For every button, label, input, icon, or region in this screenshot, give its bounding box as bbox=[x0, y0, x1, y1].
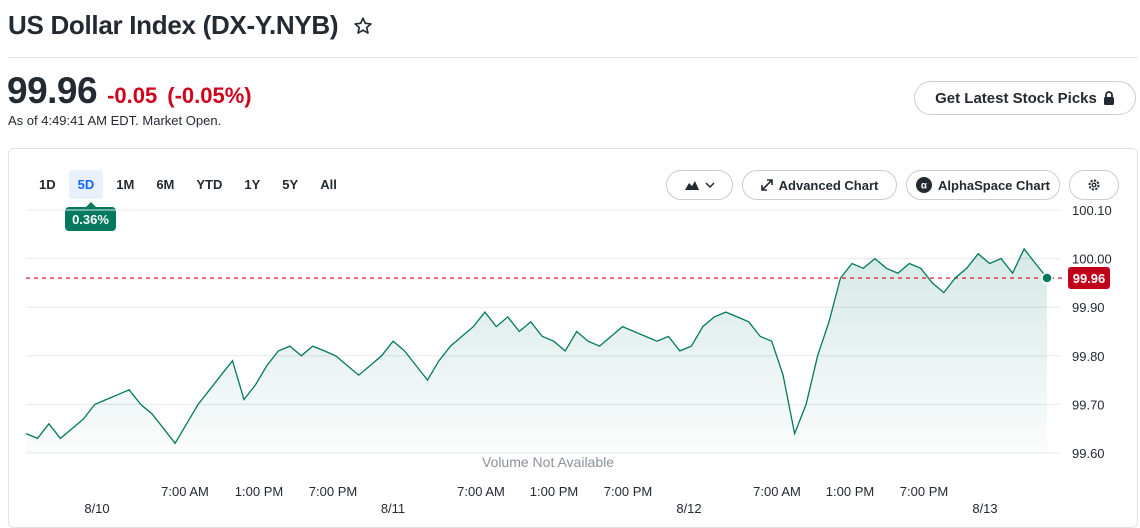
alphaspace-chart-button[interactable]: α AlphaSpace Chart bbox=[906, 170, 1060, 200]
header-divider bbox=[8, 57, 1138, 58]
lock-icon bbox=[1103, 91, 1114, 105]
page-title: US Dollar Index (DX-Y.NYB) bbox=[8, 10, 339, 40]
range-6m[interactable]: 6M bbox=[156, 177, 175, 192]
svg-text:α: α bbox=[921, 181, 928, 192]
price-value: 99.96 bbox=[7, 70, 98, 111]
alphaspace-chart-label: AlphaSpace Chart bbox=[938, 177, 1050, 193]
price-change-percent: (-0.05%) bbox=[167, 83, 252, 108]
range-all[interactable]: All bbox=[320, 177, 337, 192]
range-1m[interactable]: 1M bbox=[116, 177, 135, 192]
mountain-chart-icon bbox=[684, 181, 699, 190]
chart-settings-button[interactable] bbox=[1069, 170, 1119, 200]
chevron-down-icon bbox=[704, 182, 715, 188]
gear-icon bbox=[1088, 179, 1100, 191]
range-ytd[interactable]: YTD bbox=[196, 177, 223, 192]
star-icon[interactable] bbox=[352, 15, 374, 37]
alphaspace-icon: α bbox=[916, 177, 932, 193]
range-1y[interactable]: 1Y bbox=[244, 177, 261, 192]
advanced-chart-button[interactable]: Advanced Chart bbox=[742, 170, 897, 200]
range-selector: 1D 5D 1M 6M YTD 1Y 5Y All bbox=[30, 170, 350, 199]
range-1d[interactable]: 1D bbox=[39, 177, 56, 192]
quote-timestamp: As of 4:49:41 AM EDT. Market Open. bbox=[8, 113, 222, 128]
advanced-chart-label: Advanced Chart bbox=[778, 177, 879, 193]
chart-panel bbox=[8, 148, 1138, 528]
header: US Dollar Index (DX-Y.NYB) bbox=[8, 10, 374, 41]
chart-type-dropdown[interactable] bbox=[666, 170, 733, 200]
range-5d[interactable]: 5D bbox=[68, 170, 104, 199]
range-5y[interactable]: 5Y bbox=[282, 177, 299, 192]
range-change-badge: 0.36% bbox=[65, 202, 116, 231]
latest-picks-button[interactable]: Get Latest Stock Picks bbox=[914, 81, 1136, 115]
expand-icon bbox=[760, 179, 773, 191]
quote-row: 99.96 -0.05 (-0.05%) bbox=[7, 70, 252, 112]
price-change: -0.05 bbox=[107, 83, 158, 108]
latest-picks-label: Get Latest Stock Picks bbox=[935, 89, 1097, 107]
